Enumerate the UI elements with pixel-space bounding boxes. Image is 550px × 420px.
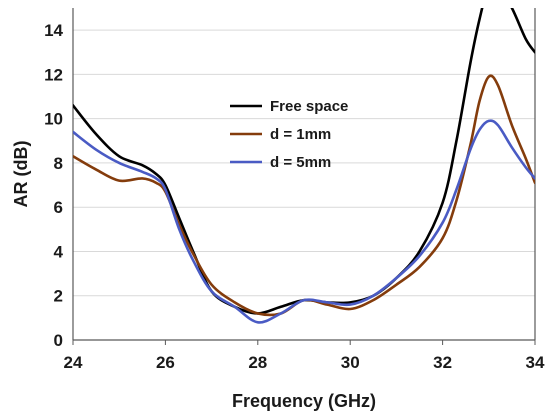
legend: Free space d = 1mm d = 5mm [230, 98, 348, 171]
series-line-2 [73, 74, 535, 317]
y-tick-label: 0 [54, 331, 63, 350]
y-tick-label: 12 [44, 65, 63, 84]
series-lines [73, 8, 535, 324]
y-tick-label: 14 [44, 21, 63, 40]
x-tick-label: 30 [341, 353, 360, 372]
axis-labels: Frequency (GHz) AR (dB) [11, 141, 376, 411]
y-tick-label: 6 [54, 198, 63, 217]
x-tick-label: 26 [156, 353, 175, 372]
y-tick-label: 2 [54, 287, 63, 306]
x-tick-label: 34 [526, 353, 545, 372]
y-tick-label: 10 [44, 110, 63, 129]
x-tick-label: 32 [433, 353, 452, 372]
legend-label: d = 1mm [270, 126, 331, 143]
y-tick-label: 4 [54, 242, 64, 261]
legend-label: Free space [270, 98, 348, 115]
legend-label: d = 5mm [270, 154, 331, 171]
y-tick-label: 8 [54, 154, 63, 173]
series-line-3 [73, 119, 535, 324]
x-tick-label: 24 [64, 353, 83, 372]
x-tick-label: 28 [248, 353, 267, 372]
grid-lines [73, 29, 535, 297]
y-axis-title: AR (dB) [11, 141, 31, 208]
x-axis-title: Frequency (GHz) [232, 391, 376, 411]
